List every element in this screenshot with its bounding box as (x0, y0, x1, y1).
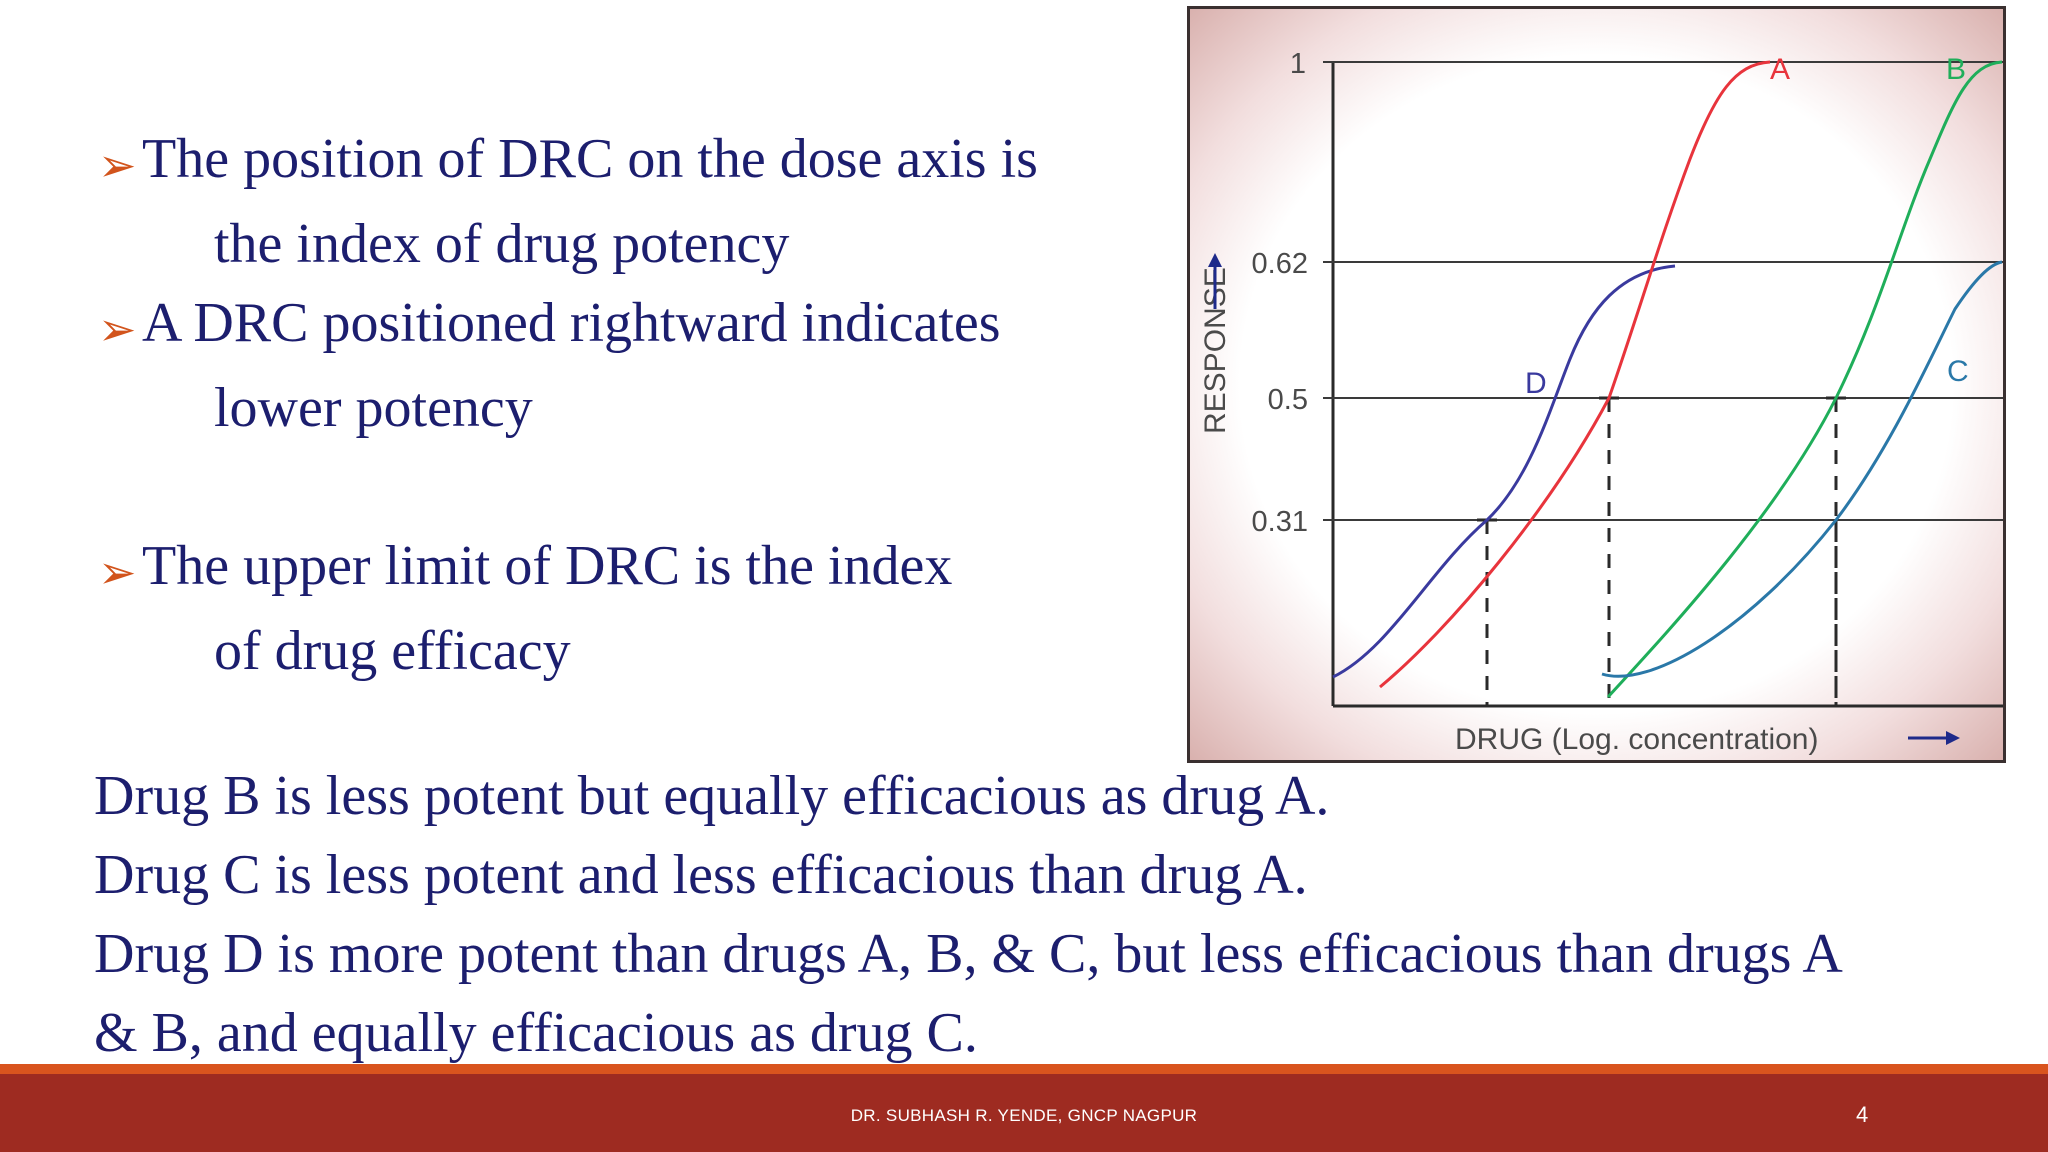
tick-label-1: 1 (1290, 48, 1306, 80)
arrow-bullet-icon: ➢ (98, 547, 137, 598)
curve-c (1601, 260, 2003, 678)
footer-accent-stripe (0, 1064, 2048, 1074)
page-number: 4 (1856, 1102, 1869, 1127)
bullet-3-line-1: The upper limit of DRC is the index (142, 535, 953, 597)
arrow-bullet-icon: ➢ (98, 140, 137, 191)
curve-a (1379, 60, 1771, 689)
bullet-1-line-1: The position of DRC on the dose axis is (142, 128, 1038, 190)
x-axis-label: DRUG (Log. concentration) (1455, 723, 1819, 756)
footer-author: DR. SUBHASH R. YENDE, GNCP NAGPUR (850, 1106, 1198, 1125)
dose-response-graph: 1 0.62 0.5 0.31 RESPONSE DRUG (Log. conc… (1199, 48, 2003, 756)
bullet-3-line-2: of drug efficacy (214, 620, 571, 682)
arrow-bullet-icon: ➢ (98, 304, 137, 355)
curve-b (1606, 60, 2003, 699)
bullet-3: ➢ The upper limit of DRC is the index (98, 527, 1158, 612)
tick-label-0-5: 0.5 (1268, 384, 1308, 416)
conclusion-statements: Drug B is less potent but equally effica… (94, 757, 2014, 1073)
curve-label-b: B (1946, 53, 1966, 86)
curve-label-c: C (1947, 355, 1969, 388)
bullet-2-line-2: lower potency (214, 377, 533, 439)
bullet-list: ➢ The position of DRC on the dose axis i… (98, 120, 1158, 691)
tick-label-0-62: 0.62 (1252, 248, 1308, 280)
bullet-1: ➢ The position of DRC on the dose axis i… (98, 120, 1158, 205)
x-axis-arrow-icon (1946, 731, 1960, 745)
bullet-1-line-2: the index of drug potency (214, 213, 790, 275)
bullet-2-line-1: A DRC positioned rightward indicates (142, 292, 1001, 354)
y-axis-arrow-icon (1208, 253, 1222, 267)
tick-label-0-31: 0.31 (1252, 506, 1308, 538)
statement-2: Drug C is less potent and less efficacio… (94, 844, 1308, 906)
curve-label-a: A (1770, 53, 1790, 86)
bullet-2: ➢ A DRC positioned rightward indicates (98, 284, 1158, 369)
slide-footer: DR. SUBHASH R. YENDE, GNCP NAGPUR 4 (0, 1074, 2048, 1152)
statement-1: Drug B is less potent but equally effica… (94, 765, 1330, 827)
dose-response-figure: 1 0.62 0.5 0.31 RESPONSE DRUG (Log. conc… (1187, 6, 2006, 763)
curve-label-d: D (1525, 367, 1547, 400)
statement-3: Drug D is more potent than drugs A, B, &… (94, 923, 1843, 985)
statement-4: & B, and equally efficacious as drug C. (94, 1002, 978, 1064)
curve-d (1332, 264, 1676, 679)
